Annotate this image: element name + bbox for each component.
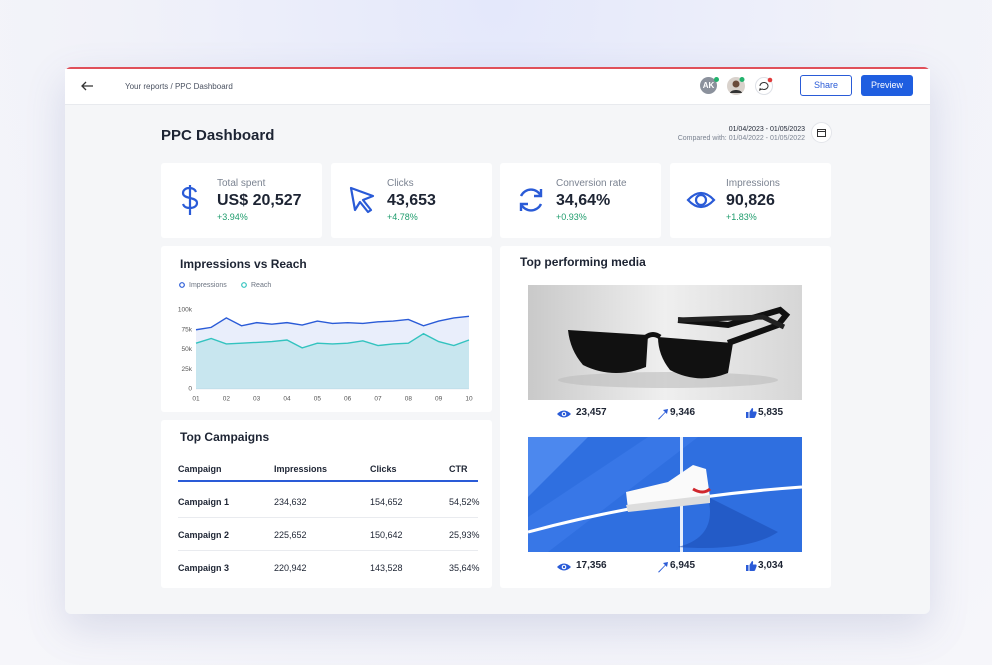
kpi-change: +3.94% xyxy=(217,212,248,222)
campaigns-card xyxy=(161,420,492,588)
x-tick-label: 06 xyxy=(344,396,352,403)
chart-title: Impressions vs Reach xyxy=(180,257,307,271)
views: 17,356 xyxy=(576,560,607,571)
views-icon xyxy=(557,410,571,418)
chart-card xyxy=(161,246,492,412)
shares: 9,346 xyxy=(670,407,696,418)
kpi-value: 34,64% xyxy=(556,192,611,209)
kpi-label: Clicks xyxy=(387,178,414,189)
table-cell: 220,942 xyxy=(274,563,307,573)
table-cell: 234,632 xyxy=(274,497,307,507)
row-label: Campaign 2 xyxy=(178,530,230,540)
preview-button[interactable]: Preview xyxy=(861,75,913,96)
compared-range: Compared with: 01/04/2022 - 01/05/2022 xyxy=(677,135,805,142)
legend-marker xyxy=(179,282,185,288)
kpi-label: Impressions xyxy=(726,178,780,189)
x-tick-label: 04 xyxy=(283,396,291,403)
table-cell: 35,64% xyxy=(449,563,480,573)
shares: 6,945 xyxy=(670,560,696,571)
legend-marker xyxy=(241,282,247,288)
table-cell: 150,642 xyxy=(370,530,403,540)
kpi-card xyxy=(500,163,661,238)
kpi-change: +0.93% xyxy=(556,212,587,222)
row-divider xyxy=(178,550,478,551)
row-label: Campaign 1 xyxy=(178,497,230,507)
y-tick-label: 25k xyxy=(182,366,193,373)
media-image xyxy=(528,437,802,552)
legend-label: Impressions xyxy=(189,282,227,289)
views: 23,457 xyxy=(576,407,607,418)
kpi-icon xyxy=(519,188,543,212)
column-header: Campaign xyxy=(178,464,222,474)
kpi-change: +1.83% xyxy=(726,212,757,222)
kpi-label: Conversion rate xyxy=(556,178,627,189)
y-tick-label: 75k xyxy=(182,326,193,333)
header-rule xyxy=(178,480,478,482)
x-tick-label: 08 xyxy=(405,396,413,403)
table-cell: 54,52% xyxy=(449,497,480,507)
kpi-icon xyxy=(181,185,199,215)
x-tick-label: 09 xyxy=(435,396,443,403)
column-header: Clicks xyxy=(370,464,397,474)
likes: 3,034 xyxy=(758,560,784,571)
row-divider xyxy=(178,517,478,518)
campaigns-title: Top Campaigns xyxy=(180,430,270,444)
table-cell: 225,652 xyxy=(274,530,307,540)
likes: 5,835 xyxy=(758,407,784,418)
row-label: Campaign 3 xyxy=(178,563,230,573)
area xyxy=(196,333,469,389)
kpi-value: US$ 20,527 xyxy=(217,192,302,209)
legend-label: Reach xyxy=(251,282,271,289)
media-title: Top performing media xyxy=(520,255,646,269)
y-tick-label: 100k xyxy=(178,307,193,314)
x-tick-label: 10 xyxy=(465,396,473,403)
area xyxy=(196,316,469,389)
kpi-icon xyxy=(349,186,375,214)
line xyxy=(195,315,470,331)
y-tick-label: 0 xyxy=(188,386,192,393)
y-tick-label: 50k xyxy=(182,346,193,353)
x-tick-label: 02 xyxy=(223,396,231,403)
kpi-change: +4.78% xyxy=(387,212,418,222)
table-cell: 143,528 xyxy=(370,563,403,573)
breadcrumb[interactable]: Your reports / PPC Dashboard xyxy=(125,82,233,91)
column-header: CTR xyxy=(449,464,468,474)
top-bar xyxy=(65,69,930,105)
x-tick-label: 03 xyxy=(253,396,261,403)
table-cell: 154,652 xyxy=(370,497,403,507)
share-button[interactable]: Share xyxy=(800,75,852,96)
views-icon xyxy=(557,563,571,571)
kpi-card xyxy=(161,163,322,238)
date-range: 01/04/2023 - 01/05/2023 xyxy=(728,126,805,133)
avatar[interactable]: AK xyxy=(700,77,717,94)
likes-icon xyxy=(746,408,757,418)
column-header: Impressions xyxy=(274,464,328,474)
kpi-icon xyxy=(686,191,716,209)
status-dot xyxy=(714,77,719,82)
back-button[interactable] xyxy=(80,80,94,92)
kpi-value: 90,826 xyxy=(726,192,775,209)
likes-icon xyxy=(746,561,757,571)
calendar-button[interactable] xyxy=(811,122,832,143)
shares-icon xyxy=(658,562,668,573)
x-tick-label: 05 xyxy=(314,396,322,403)
kpi-card xyxy=(331,163,492,238)
shares-icon xyxy=(658,409,668,420)
media-image xyxy=(528,285,802,400)
table-cell: 25,93% xyxy=(449,530,480,540)
avatar-photo[interactable] xyxy=(727,77,745,95)
kpi-value: 43,653 xyxy=(387,192,436,209)
page-title: PPC Dashboard xyxy=(161,127,275,144)
x-tick-label: 01 xyxy=(192,396,200,403)
chart: Impressions vs Reach 0 25k 50k 75k 100k 01 02 0… xyxy=(178,257,473,403)
comments-button[interactable] xyxy=(755,77,775,95)
x-tick-label: 07 xyxy=(374,396,382,403)
line xyxy=(195,332,470,349)
kpi-label: Total spent xyxy=(217,178,266,189)
